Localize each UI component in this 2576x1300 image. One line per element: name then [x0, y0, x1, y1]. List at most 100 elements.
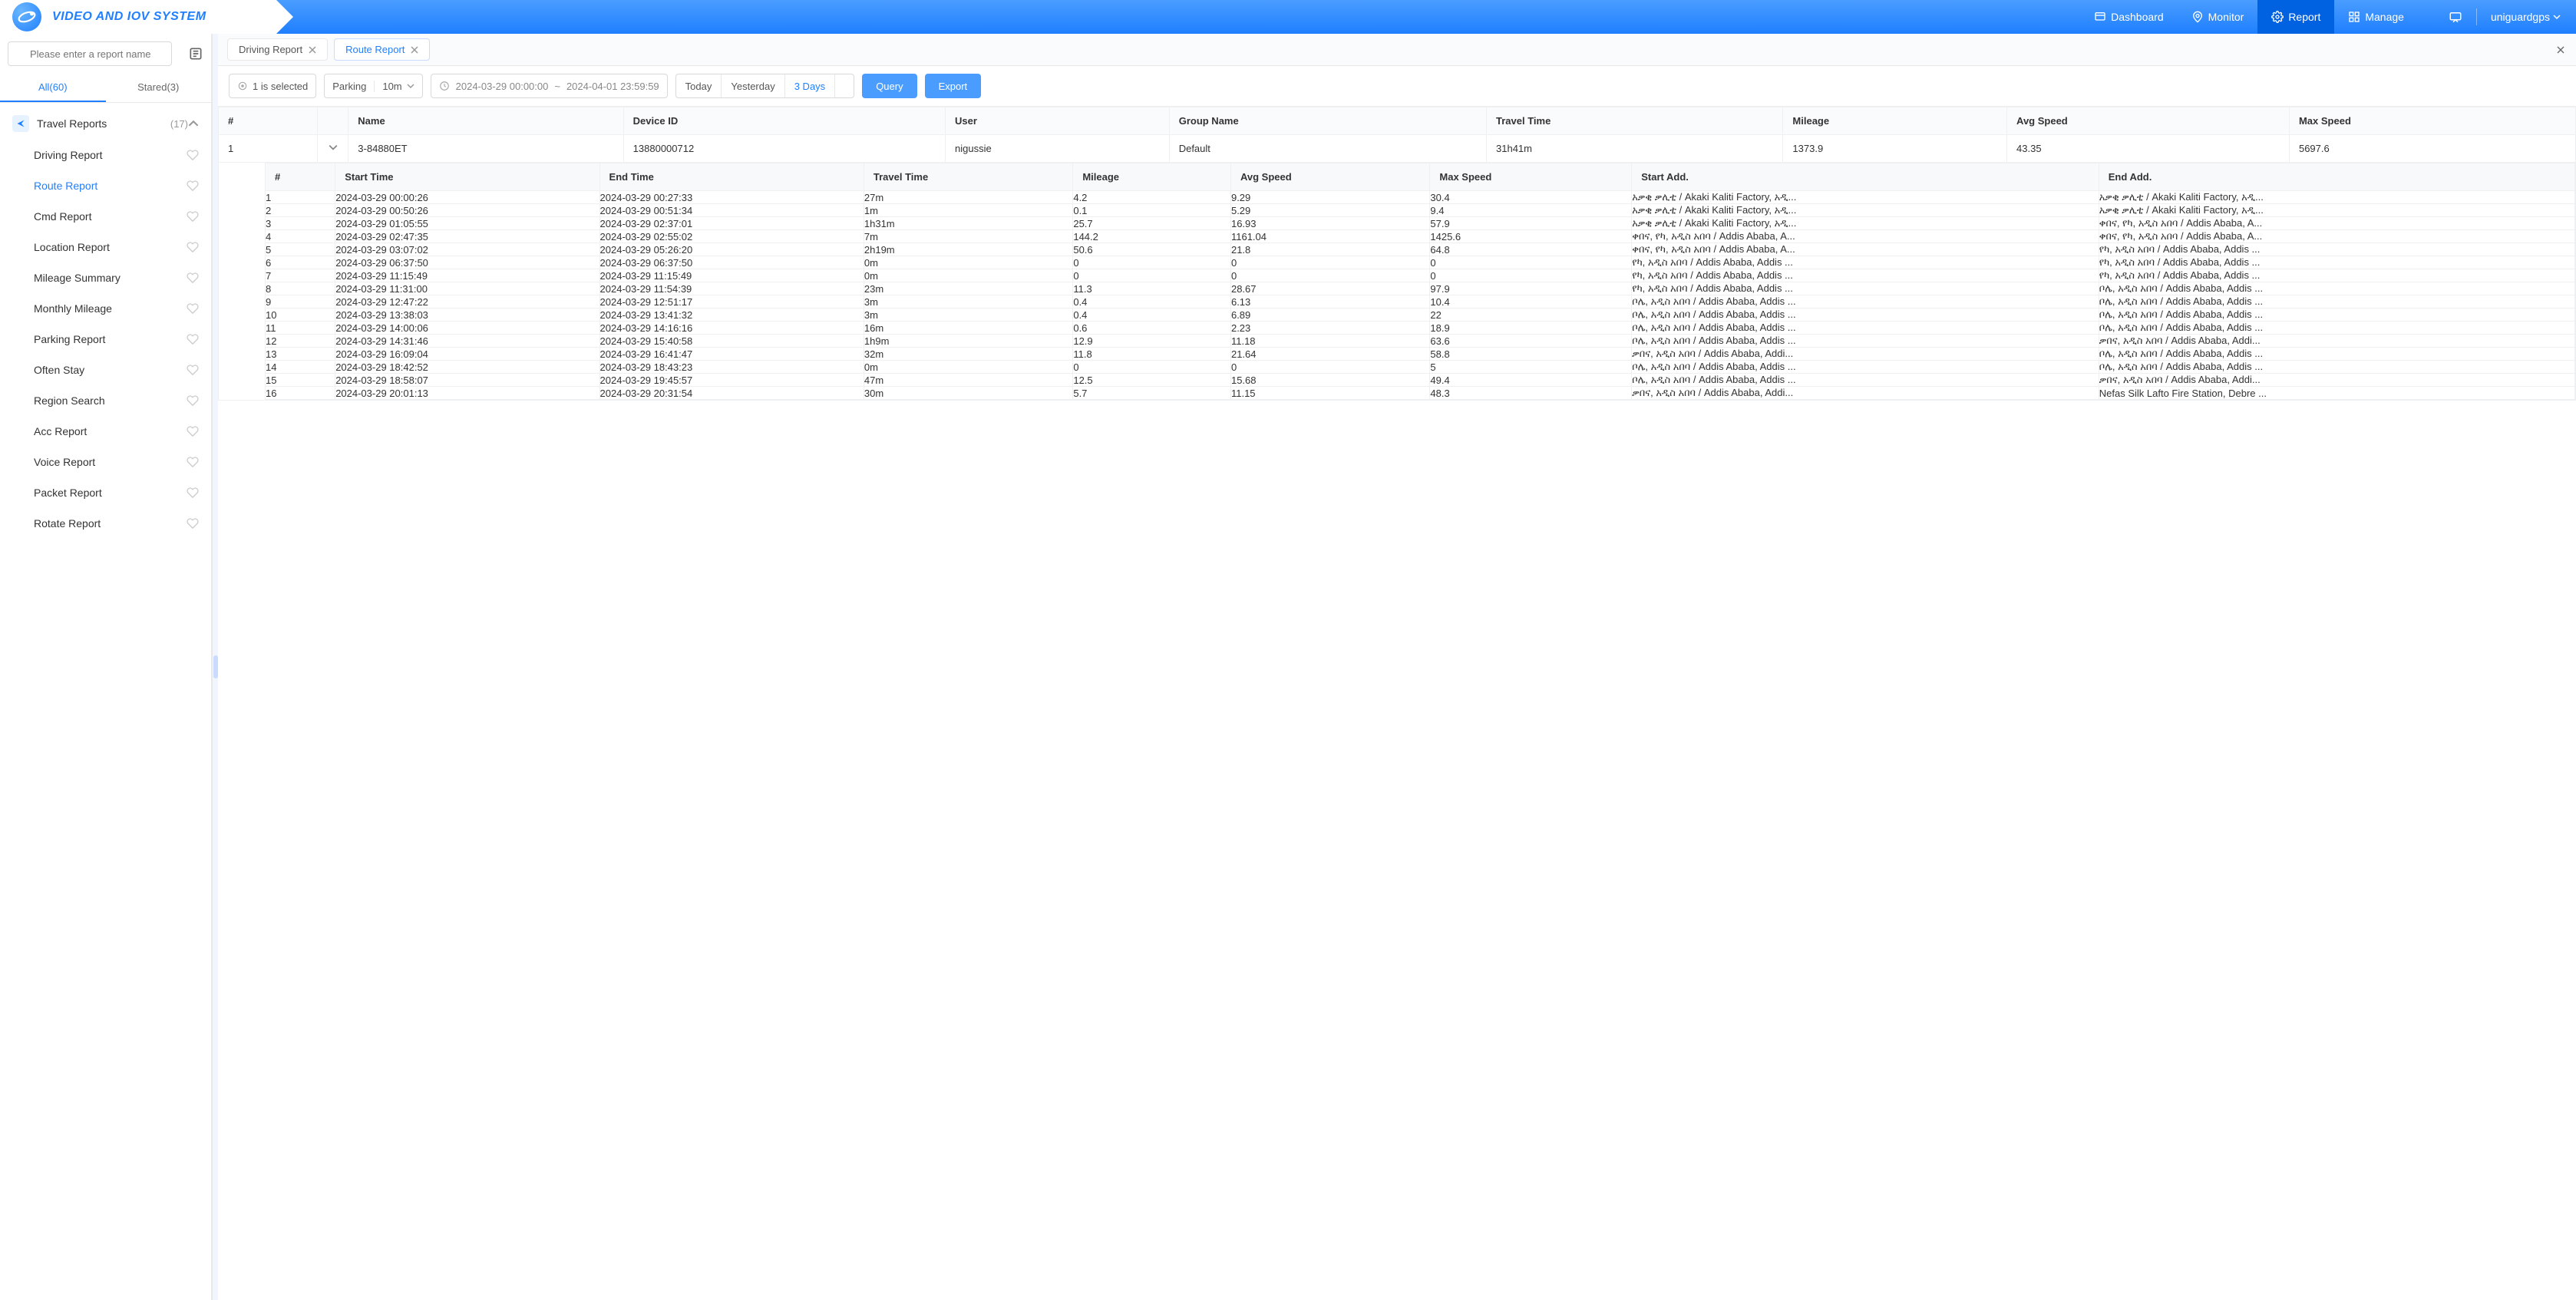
sidebar-item-route-report[interactable]: Route Report	[0, 170, 211, 201]
tabs-row: Driving Report Route Report	[218, 34, 2576, 66]
category-travel-reports[interactable]: Travel Reports (17)	[0, 107, 211, 140]
sidebar-item-label: Packet Report	[34, 487, 102, 499]
quick-range-next[interactable]	[835, 74, 854, 97]
heart-icon[interactable]	[187, 241, 199, 253]
report-icon	[2271, 11, 2284, 23]
sidebar-item-voice-report[interactable]: Voice Report	[0, 447, 211, 477]
config-icon[interactable]	[188, 46, 203, 61]
query-button[interactable]: Query	[862, 74, 916, 98]
cell: ቦሌ, አዲስ አበባ / Addis Ababa, Addis ...	[2099, 322, 2574, 335]
cell: 2024-03-29 05:26:20	[599, 243, 864, 256]
export-button[interactable]: Export	[925, 74, 982, 98]
quick-range-yesterday[interactable]: Yesterday	[722, 74, 784, 97]
sidebar-item-parking-report[interactable]: Parking Report	[0, 324, 211, 355]
heart-icon[interactable]	[187, 180, 199, 192]
cell: 2024-03-29 19:45:57	[599, 374, 864, 387]
parking-selector[interactable]: Parking 10m	[324, 74, 422, 98]
heart-icon[interactable]	[187, 425, 199, 437]
sidebar-item-rotate-report[interactable]: Rotate Report	[0, 508, 211, 539]
ncol-travel-time: Travel Time	[864, 163, 1072, 191]
cell: 16m	[864, 322, 1072, 335]
quick-range-today[interactable]: Today	[676, 74, 722, 97]
sidebar-item-location-report[interactable]: Location Report	[0, 232, 211, 262]
heart-icon[interactable]	[187, 210, 199, 223]
sidebar-item-monthly-mileage[interactable]: Monthly Mileage	[0, 293, 211, 324]
cell: 2024-03-29 20:01:13	[335, 387, 599, 400]
heart-icon[interactable]	[187, 456, 199, 468]
heart-icon[interactable]	[187, 149, 199, 161]
tab-stared[interactable]: Stared(3)	[106, 74, 212, 102]
cell: 2024-03-29 14:00:06	[335, 322, 599, 335]
sidebar-item-packet-report[interactable]: Packet Report	[0, 477, 211, 508]
ncol-end-add-: End Add.	[2099, 163, 2574, 191]
topnav-dashboard[interactable]: Dashboard	[2080, 0, 2178, 34]
sidebar-item-acc-report[interactable]: Acc Report	[0, 416, 211, 447]
close-all-tabs-icon[interactable]	[2555, 44, 2567, 56]
cell: 2024-03-29 02:47:35	[335, 230, 599, 243]
expand-cell[interactable]	[318, 135, 348, 163]
cell: 2.23	[1230, 322, 1429, 335]
sidebar-item-label: Often Stay	[34, 364, 84, 376]
cell: 2024-03-29 12:51:17	[599, 295, 864, 309]
sidebar-resize-handle[interactable]	[212, 34, 218, 1300]
cell: ቦሌ, አዲስ አበባ / Addis Ababa, Addis ...	[1632, 335, 2099, 348]
heart-icon[interactable]	[187, 364, 199, 376]
cell: 0	[1230, 269, 1429, 282]
cell: 63.6	[1430, 335, 1632, 348]
tab-route-report[interactable]: Route Report	[334, 38, 430, 61]
heart-icon[interactable]	[187, 487, 199, 499]
table-row: 32024-03-29 01:05:552024-03-29 02:37:011…	[266, 217, 2575, 230]
cell: 15.68	[1230, 374, 1429, 387]
heart-icon[interactable]	[187, 272, 199, 284]
topnav-label: Monitor	[2208, 11, 2244, 23]
cell: 27m	[864, 191, 1072, 204]
sidebar-item-label: Mileage Summary	[34, 272, 121, 284]
cell: 0	[1230, 256, 1429, 269]
content-scroll[interactable]: #NameDevice IDUserGroup NameTravel TimeM…	[218, 107, 2576, 1300]
cell: ቀበና, የካ, አዲስ አበባ / Addis Ababa, A...	[1632, 230, 2099, 243]
user-menu[interactable]: uniguardgps	[2491, 11, 2561, 23]
cell: 1h31m	[864, 217, 1072, 230]
topnav-monitor[interactable]: Monitor	[2178, 0, 2258, 34]
cell: 9.29	[1230, 191, 1429, 204]
topnav-manage[interactable]: Manage	[2334, 0, 2418, 34]
close-icon[interactable]	[411, 46, 418, 54]
heart-icon[interactable]	[187, 517, 199, 530]
cell: 2024-03-29 14:16:16	[599, 322, 864, 335]
cell: 11.18	[1230, 335, 1429, 348]
cell: 2024-03-29 18:42:52	[335, 361, 599, 374]
cell: 14	[266, 361, 335, 374]
cell: 0.1	[1073, 204, 1231, 217]
cell: የካ, አዲስ አበባ / Addis Ababa, Addis ...	[1632, 256, 2099, 269]
tab-all[interactable]: All(60)	[0, 74, 106, 102]
cell: ቦሌ, አዲስ አበባ / Addis Ababa, Addis ...	[2099, 295, 2574, 309]
cell: 1h9m	[864, 335, 1072, 348]
chat-icon[interactable]	[2449, 10, 2462, 24]
quick-range-3-days[interactable]: 3 Days	[785, 74, 835, 97]
topnav-report[interactable]: Report	[2257, 0, 2334, 34]
cell: አቃቂ ቃሊቲ / Akaki Kaliti Factory, አዲ...	[2099, 204, 2574, 217]
date-range-picker[interactable]: 2024-03-29 00:00:00 ~ 2024-04-01 23:59:5…	[431, 74, 668, 98]
cell: 16.93	[1230, 217, 1429, 230]
close-icon[interactable]	[309, 46, 316, 54]
search-input[interactable]	[8, 41, 172, 66]
cell: 10	[266, 309, 335, 322]
cell: 57.9	[1430, 217, 1632, 230]
cell: አቃቂ ቃሊቲ / Akaki Kaliti Factory, አዲ...	[1632, 204, 2099, 217]
sidebar-item-mileage-summary[interactable]: Mileage Summary	[0, 262, 211, 293]
heart-icon[interactable]	[187, 394, 199, 407]
device-selector[interactable]: 1 is selected	[229, 74, 316, 98]
sidebar-item-driving-report[interactable]: Driving Report	[0, 140, 211, 170]
cell: 1161.04	[1230, 230, 1429, 243]
sidebar-item-region-search[interactable]: Region Search	[0, 385, 211, 416]
sidebar-item-cmd-report[interactable]: Cmd Report	[0, 201, 211, 232]
cell-avg-speed: 43.35	[2007, 135, 2290, 163]
cell: 0.6	[1073, 322, 1231, 335]
tab-driving-report[interactable]: Driving Report	[227, 38, 328, 61]
heart-icon[interactable]	[187, 302, 199, 315]
heart-icon[interactable]	[187, 333, 199, 345]
cell: 6.89	[1230, 309, 1429, 322]
category-label: Travel Reports	[37, 117, 167, 130]
cell: 15	[266, 374, 335, 387]
sidebar-item-often-stay[interactable]: Often Stay	[0, 355, 211, 385]
